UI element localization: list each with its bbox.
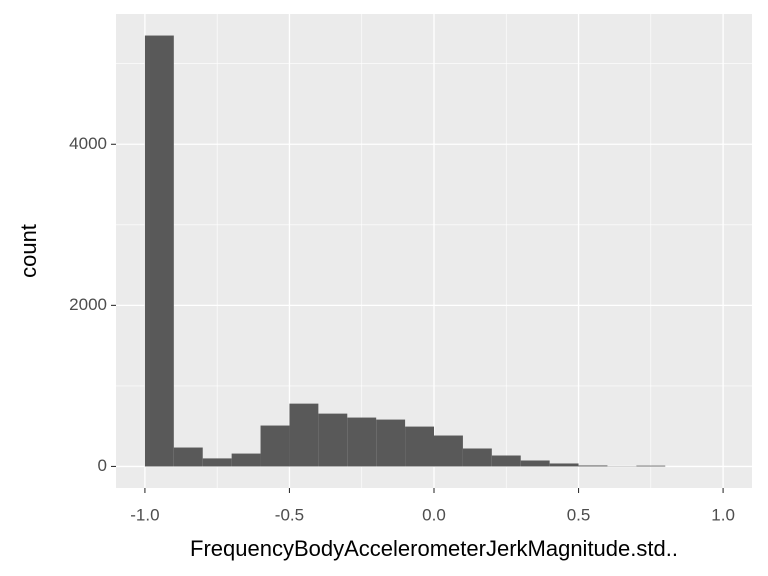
bar bbox=[549, 463, 579, 467]
bar bbox=[347, 417, 377, 467]
bar bbox=[144, 35, 174, 467]
x-tick-label: 0.5 bbox=[567, 505, 591, 524]
bar bbox=[636, 465, 666, 467]
y-tick-label: 0 bbox=[98, 456, 107, 475]
bar bbox=[260, 425, 290, 467]
x-axis-title: FrequencyBodyAccelerometerJerkMagnitude.… bbox=[190, 536, 678, 561]
bar bbox=[405, 426, 434, 467]
x-tick-label: 0.0 bbox=[422, 505, 446, 524]
x-tick-label: 1.0 bbox=[711, 505, 735, 524]
bar bbox=[491, 455, 521, 467]
bar bbox=[376, 419, 406, 467]
bar bbox=[520, 460, 550, 467]
bar bbox=[202, 458, 232, 467]
bar bbox=[173, 447, 203, 467]
x-tick-label: -0.5 bbox=[275, 505, 304, 524]
x-tick-label: -1.0 bbox=[130, 505, 159, 524]
y-tick-label: 2000 bbox=[69, 295, 107, 314]
bar bbox=[434, 435, 463, 467]
bar bbox=[318, 413, 348, 467]
y-axis-title: count bbox=[16, 224, 41, 278]
bar bbox=[231, 453, 261, 467]
bar bbox=[462, 448, 492, 467]
y-tick-label: 4000 bbox=[69, 134, 107, 153]
bar bbox=[578, 465, 608, 467]
bar bbox=[289, 403, 319, 467]
